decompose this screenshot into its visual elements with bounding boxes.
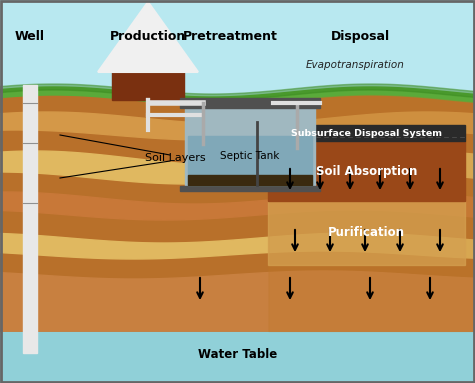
Bar (23, 85, 37, 353)
Bar (268, 141, 465, 201)
Text: Pretreatment: Pretreatment (182, 30, 277, 43)
Text: Well: Well (15, 30, 45, 43)
Bar (185, 108, 315, 188)
Bar (180, 186, 320, 191)
Text: Production: Production (110, 30, 186, 43)
Text: Septic Tank: Septic Tank (220, 151, 280, 161)
Bar (268, 201, 465, 265)
Text: Water Table: Water Table (198, 349, 277, 362)
Text: Soil Absorption: Soil Absorption (316, 165, 417, 177)
Bar (268, 125, 465, 141)
Bar (188, 136, 312, 185)
Text: Soil Layers: Soil Layers (145, 153, 205, 163)
Text: Purification: Purification (328, 226, 405, 239)
Text: Subsurface Disposal System: Subsurface Disposal System (291, 129, 442, 137)
Bar (180, 98, 320, 108)
Bar (112, 72, 184, 100)
Text: Disposal: Disposal (331, 30, 389, 43)
Bar (188, 175, 312, 185)
Bar (0, 331, 475, 383)
Text: Evapotranspiration: Evapotranspiration (305, 60, 404, 70)
Polygon shape (98, 2, 198, 72)
